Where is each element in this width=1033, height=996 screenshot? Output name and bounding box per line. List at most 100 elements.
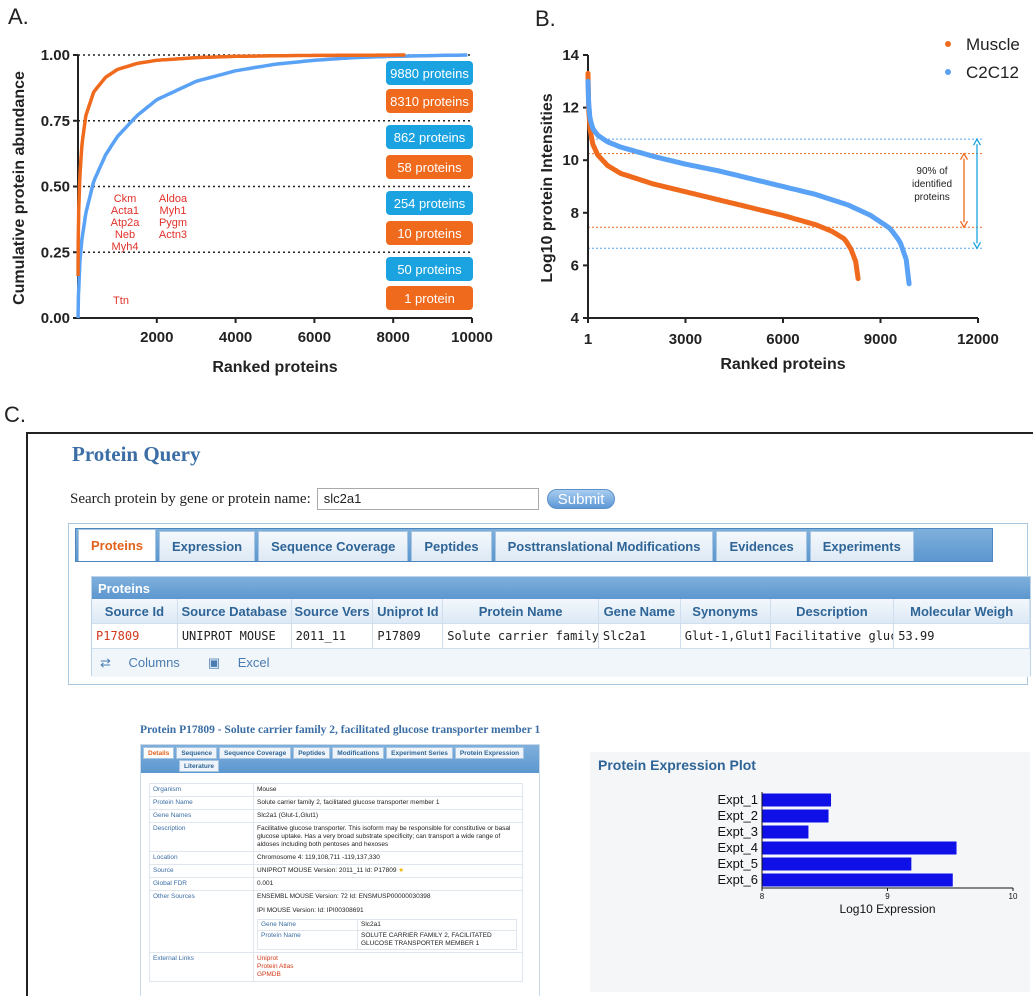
column-header[interactable]: Source Vers <box>292 599 374 623</box>
expression-plot-background <box>590 752 1030 992</box>
panel-label-c: C. <box>4 402 26 427</box>
range-arrow-c2c12-head <box>972 241 982 250</box>
detail-tab-protein-expression[interactable]: Protein Expression <box>454 747 525 759</box>
detail-key: Global FDR <box>149 877 254 891</box>
range-annotation: proteins <box>914 192 950 203</box>
columns-label: Columns <box>128 655 180 670</box>
link-protein-atlas[interactable]: Protein Atlas <box>257 963 294 970</box>
gene-label: Pygm <box>159 217 187 229</box>
expression-bar <box>762 857 912 871</box>
table-cell: Glut-1,Glut1 <box>681 624 771 648</box>
y-axis-label: Log10 protein Intensities <box>539 93 556 282</box>
detail-value: Solute carrier family 2, facilitated glu… <box>253 796 523 810</box>
detail-key: Location <box>149 851 254 865</box>
link-gpmdb[interactable]: GPMDB <box>257 971 281 978</box>
column-header[interactable]: Uniprot Id <box>373 599 444 623</box>
tab-peptides[interactable]: Peptides <box>411 531 492 561</box>
tab-evidences[interactable]: Evidences <box>716 531 807 561</box>
column-header[interactable]: Source Database <box>178 599 292 623</box>
detail-value: Mouse <box>253 783 523 797</box>
detail-tab-sequence[interactable]: Sequence <box>176 747 218 759</box>
detail-tab-bar: Details Sequence Sequence Coverage Pepti… <box>141 745 539 773</box>
protein-detail-panel: Details Sequence Sequence Coverage Pepti… <box>140 744 540 996</box>
submit-button[interactable]: Submit <box>546 489 616 509</box>
link-uniprot[interactable]: Uniprot <box>257 955 278 962</box>
detail-tab-peptides[interactable]: Peptides <box>293 747 331 759</box>
y-tick-label: 0.50 <box>41 179 70 196</box>
tab-sequence-coverage[interactable]: Sequence Coverage <box>258 531 409 561</box>
legend-marker <box>945 41 951 47</box>
range-arrow-c2c12-head <box>972 137 982 146</box>
detail-key: Gene Names <box>149 809 254 823</box>
column-header[interactable]: Description <box>771 599 895 623</box>
table-row[interactable]: P17809 UNIPROT MOUSE 2011_11 P17809 Solu… <box>92 624 1030 649</box>
count-badge <box>386 191 473 215</box>
count-badge-label: 1 protein <box>404 291 455 306</box>
x-tick-label: 9000 <box>864 331 897 348</box>
search-label: Search protein by gene or protein name: <box>70 490 311 507</box>
detail-value: ENSEMBL MOUSE Version: 72 Id: ENSMUSP000… <box>253 890 523 953</box>
count-badge-label: 8310 proteins <box>390 94 469 109</box>
column-header[interactable]: Source Id <box>92 599 178 623</box>
table-cell: Slc2a1 <box>599 624 681 648</box>
detail-tab-modifications[interactable]: Modifications <box>332 747 385 759</box>
legend-label: Muscle <box>966 35 1020 54</box>
table-cell: Solute carrier family 2, fa <box>443 624 599 648</box>
count-badge-label: 50 proteins <box>397 262 462 277</box>
count-badge-label: 9880 proteins <box>390 66 469 81</box>
detail-key: Description <box>149 822 254 852</box>
source-id-link[interactable]: P17809 <box>92 624 178 648</box>
sub-key: Gene Name <box>257 919 358 931</box>
detail-key: Protein Name <box>149 796 254 810</box>
column-header[interactable]: Gene Name <box>599 599 681 623</box>
x-axis-label: Log10 Expression <box>839 902 935 916</box>
gene-label: Atp2a <box>111 217 141 229</box>
tab-proteins[interactable]: Proteins <box>78 529 157 561</box>
results-tabs-panel: Proteins Expression Sequence Coverage Pe… <box>68 523 1031 685</box>
detail-tab-details[interactable]: Details <box>143 747 175 759</box>
other-source-ensembl: ENSEMBL MOUSE Version: 72 Id: ENSMUSP000… <box>257 893 431 900</box>
sub-value: Slc2a1 <box>357 919 517 931</box>
panel-label-a: A. <box>8 4 29 29</box>
range-arrow-muscle-head <box>959 152 969 160</box>
x-tick-label: 9 <box>885 892 890 901</box>
x-tick-label: 6000 <box>298 329 331 346</box>
gene-label: Actn3 <box>159 229 187 241</box>
excel-button[interactable]: ▣ Excel <box>208 655 284 671</box>
legend-label: C2C12 <box>966 63 1019 82</box>
search-input[interactable]: slc2a1 <box>316 488 539 510</box>
tab-ptm[interactable]: Posttranslational Modifications <box>494 531 714 561</box>
tab-experiments[interactable]: Experiments <box>809 531 914 561</box>
sub-value: SOLUTE CARRIER FAMILY 2, FACILITATED GLU… <box>357 930 517 950</box>
other-source-ipi: IPI MOUSE Version: Id: IPI00308691 <box>257 907 364 914</box>
column-header[interactable]: Protein Name <box>443 599 599 623</box>
y-tick-label: 1.00 <box>41 47 70 64</box>
count-badge-label: 58 proteins <box>397 160 462 175</box>
detail-tab-sequence-coverage[interactable]: Sequence Coverage <box>219 747 292 759</box>
column-header[interactable]: Molecular Weigh <box>894 599 1030 623</box>
sub-key: Protein Name <box>257 930 358 950</box>
series-line <box>76 53 468 319</box>
columns-button[interactable]: ⇄ Columns <box>100 655 194 671</box>
detail-value: Chromosome 4: 119,108,711 -119,137,330 <box>253 851 523 865</box>
gene-label: Myh1 <box>160 205 187 217</box>
category-label: Expt_5 <box>718 856 758 871</box>
columns-icon: ⇄ <box>100 655 115 670</box>
x-tick-label: 12000 <box>957 331 999 348</box>
column-header[interactable]: Synonyms <box>681 599 771 623</box>
legend-marker <box>945 69 951 75</box>
detail-title: Protein P17809 - Solute carrier family 2… <box>140 724 541 736</box>
page-title: Protein Query <box>72 442 201 466</box>
range-arrow-muscle-head <box>959 220 969 229</box>
grid-footer: ⇄ Columns ▣ Excel <box>92 649 1030 677</box>
expression-bar <box>762 841 957 855</box>
detail-tab-experiment-series[interactable]: Experiment Series <box>386 747 453 759</box>
series-line <box>585 70 861 282</box>
detail-value: Slc2a1 (Glut-1,Glut1) <box>253 809 523 823</box>
detail-tab-literature[interactable]: Literature <box>179 760 219 772</box>
category-label: Expt_2 <box>718 808 758 823</box>
x-tick-label: 2000 <box>140 329 173 346</box>
count-badge <box>386 221 473 245</box>
tab-expression[interactable]: Expression <box>159 531 256 561</box>
plot-title: Protein Expression Plot <box>598 757 756 773</box>
